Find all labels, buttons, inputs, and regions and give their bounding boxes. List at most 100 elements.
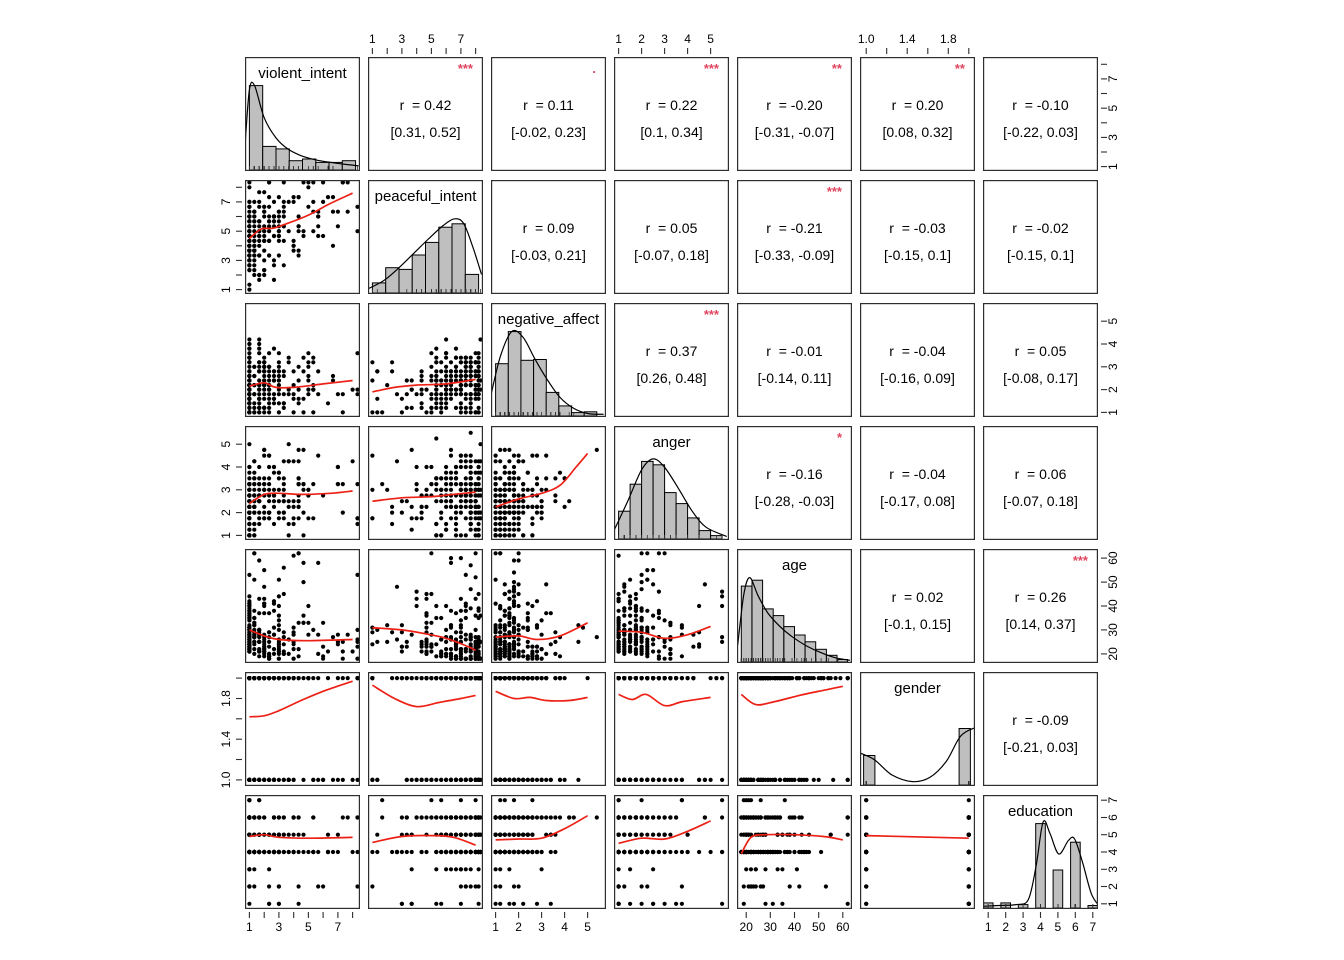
right-axis-label: 2 [1106,883,1120,890]
left-axis-label: 1.4 [219,731,233,748]
top-axis-label: 2 [638,32,645,46]
variable-title-peaceful_intent: peaceful_intent [374,188,477,205]
density-curve [860,727,975,783]
correlation-value: r = -0.04 [889,466,946,482]
bottom-axis-label: 6 [1072,920,1079,934]
loess-line [371,684,476,708]
rug-ticks [740,658,839,662]
bottom-axis-label: 7 [335,920,342,934]
scatter-panel-gender-vs-peaceful_intent [368,672,483,786]
correlation-panel-anger-x-age: * r = -0.16 [-0.28, -0.03] [737,426,852,540]
bottom-axis-label: 1 [246,920,253,934]
loess-line [495,622,588,641]
scatter-panel-negative_affect-vs-peaceful_intent [368,303,483,417]
confidence-interval: [-0.33, -0.09] [754,247,835,263]
loess-line [740,685,843,706]
confidence-interval: [-0.21, 0.03] [1003,739,1078,755]
scatter-panel-gender-vs-violent_intent [245,672,360,786]
diagonal-panel-gender-canvas [860,672,975,786]
histogram-bars [863,728,971,786]
scatter-panel-anger-vs-negative_affect [491,426,606,540]
bottom-axis-label: 30 [764,920,778,934]
left-axis-label: 5 [219,441,233,448]
correlation-panel-anger-x-age-canvas [737,426,852,540]
correlation-panel-violent_intent-x-anger-canvas [614,57,729,171]
top-axis-label: 3 [661,32,668,46]
loess-line [249,680,353,718]
correlation-panel-violent_intent-x-age: ** r = -0.20 [-0.31, -0.07] [737,57,852,171]
loess-line [372,626,476,652]
scatter-panel-education-vs-age [737,795,852,909]
diagonal-panel-negative_affect-canvas [491,303,606,417]
correlation-panel-age-x-education-canvas [983,549,1098,663]
confidence-interval: [-0.16, 0.09] [880,370,955,386]
rug-ticks [249,166,358,170]
scatter-panel-peaceful_intent-vs-violent_intent [245,180,360,294]
correlation-value: r = 0.09 [522,220,575,236]
top-axis-label: 4 [684,32,691,46]
right-axis-label: 3 [1106,866,1120,873]
bottom-axis-label: 60 [836,920,850,934]
correlation-panel-negative_affect-x-gender-canvas [860,303,975,417]
variable-title-age: age [781,557,808,574]
correlation-panel-anger-x-education-canvas [983,426,1098,540]
correlation-panel-peaceful_intent-x-education-canvas [983,180,1098,294]
confidence-interval: [-0.15, 0.1] [884,247,951,263]
diagonal-panel-peaceful_intent: peaceful_intent [368,180,483,294]
scatter-panel-gender-vs-violent_intent-canvas [245,672,360,786]
correlation-panel-peaceful_intent-x-gender: r = -0.03 [-0.15, 0.1] [860,180,975,294]
left-axis-label: 7 [219,198,233,205]
right-axis-label: 60 [1106,551,1120,565]
density-curve [368,218,483,290]
loess-line [249,629,353,642]
density-curve [491,329,604,415]
diagonal-panel-anger-canvas [614,426,729,540]
scatter-points [739,798,850,906]
correlation-value: r = 0.26 [1014,589,1067,605]
scatter-points [247,442,360,538]
rug-ticks [372,289,481,293]
correlation-value: r = 0.22 [645,97,698,113]
scatter-panel-age-vs-anger [614,549,729,663]
right-axis-label: 4 [1106,848,1120,855]
significance-stars: *** [457,61,473,76]
loess-line [618,820,711,845]
correlation-value: r = 0.06 [1014,466,1067,482]
correlation-panel-peaceful_intent-x-negative_affect-canvas [491,180,606,294]
scatter-panel-age-vs-negative_affect-canvas [491,549,606,663]
variable-title-education: education [1007,803,1074,820]
loess-line [495,452,589,508]
top-axis-label: 1 [615,32,622,46]
bottom-axis-label: 5 [305,920,312,934]
bottom-axis-label: 50 [812,920,826,934]
confidence-interval: [-0.17, 0.08] [880,493,955,509]
correlation-panel-negative_affect-x-age: r = -0.01 [-0.14, 0.11] [737,303,852,417]
histogram-bars [495,331,598,417]
correlation-panel-peaceful_intent-x-anger: r = 0.05 [-0.07, 0.18] [614,180,729,294]
scatter-panel-gender-vs-negative_affect-canvas [491,672,606,786]
correlation-panel-negative_affect-x-age-canvas [737,303,852,417]
scatter-panel-anger-vs-violent_intent-canvas [245,426,360,540]
scatter-panel-gender-vs-negative_affect [491,672,606,786]
confidence-interval: [-0.22, 0.03] [1003,124,1078,140]
right-axis-label: 2 [1106,386,1120,393]
scatter-panel-age-vs-peaceful_intent-canvas [368,549,483,663]
left-axis-label: 1.0 [219,771,233,788]
significance-stars: *** [826,184,842,199]
density-curve [614,458,727,538]
scatter-points [247,798,360,906]
right-axis-label: 7 [1106,797,1120,804]
correlation-panel-violent_intent-x-peaceful_intent: *** r = 0.42 [0.31, 0.52] [368,57,483,171]
right-axis-label: 3 [1106,363,1120,370]
scatter-panel-negative_affect-vs-peaceful_intent-canvas [368,303,483,417]
left-axis-label: 3 [219,486,233,493]
rug-ticks [618,535,723,539]
scatter-panel-education-vs-gender [860,795,975,909]
scatter-panel-education-vs-gender-canvas [860,795,975,909]
confidence-interval: [-0.28, -0.03] [754,493,835,509]
loess-line [249,379,353,389]
correlation-panel-peaceful_intent-x-age: *** r = -0.21 [-0.33, -0.09] [737,180,852,294]
bottom-axis-label: 5 [1055,920,1062,934]
confidence-interval: [-0.15, 0.1] [1007,247,1074,263]
